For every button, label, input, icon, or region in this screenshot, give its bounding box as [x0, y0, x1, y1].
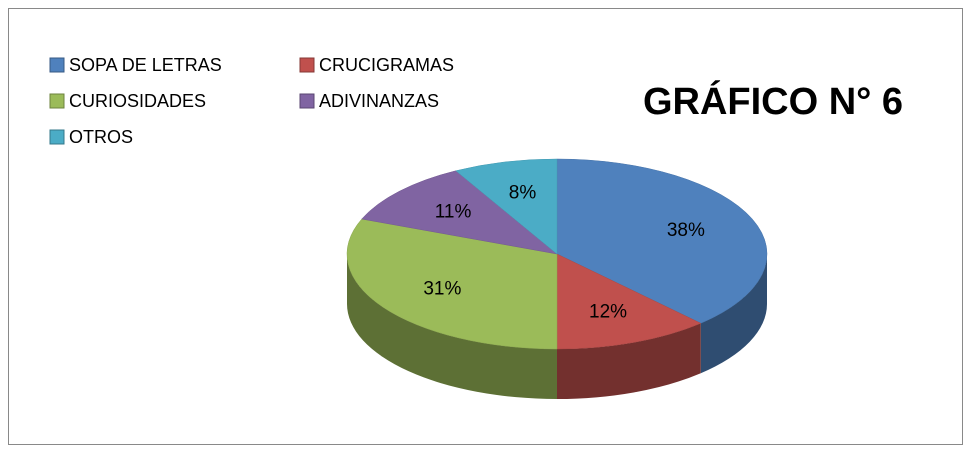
slice-side [557, 323, 701, 399]
legend-label: OTROS [69, 127, 133, 147]
data-label: 11% [435, 202, 472, 223]
slice [556, 253, 702, 350]
legend-swatch [49, 57, 65, 73]
legend-swatch [49, 129, 65, 145]
slice-side [347, 254, 557, 399]
chart-title: GRÁFICO N° 6 [643, 79, 903, 123]
slice [346, 218, 558, 350]
legend-label: CRUCIGRAMAS [319, 55, 454, 75]
legend-label: SOPA DE LETRAS [69, 55, 222, 75]
data-label: 31% [423, 278, 461, 299]
slice [361, 170, 558, 255]
data-label: 12% [589, 301, 627, 322]
data-label: 8% [509, 182, 537, 203]
slice [455, 158, 558, 255]
legend-label: CURIOSIDADES [69, 91, 206, 111]
data-label: 38% [667, 220, 705, 241]
slice-side [700, 254, 767, 374]
legend-label: ADIVINANZAS [319, 91, 439, 111]
legend-swatch [299, 57, 315, 73]
legend-swatch [299, 93, 315, 109]
slice [556, 158, 768, 324]
legend-swatch [49, 93, 65, 109]
